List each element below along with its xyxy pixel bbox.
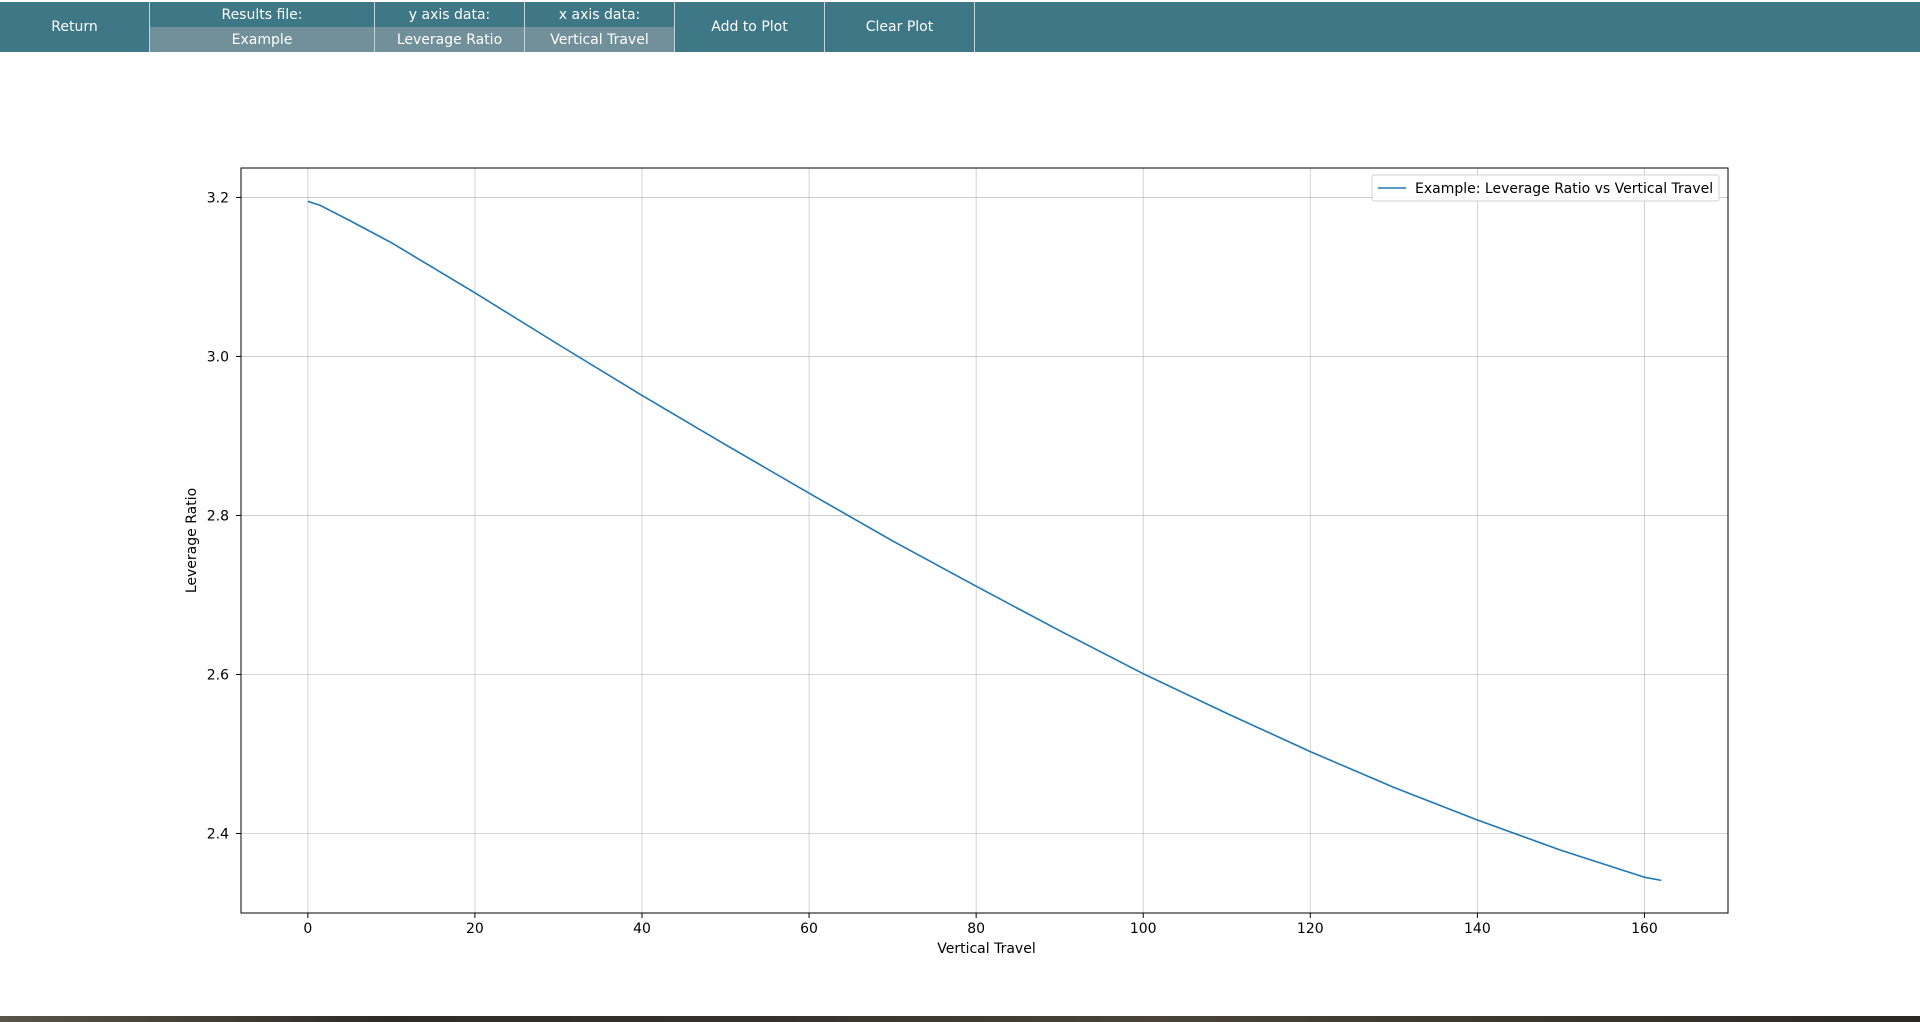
x-tick-label: 20 [466,921,484,937]
add-to-plot-button[interactable]: Add to Plot [675,2,825,52]
x-axis-title: Vertical Travel [937,941,1035,957]
toolbar: Return Results file: Example y axis data… [0,2,1920,52]
x-axis-selector: x axis data: Vertical Travel [525,2,675,52]
results-file-dropdown[interactable]: Example [150,27,374,52]
x-axis-dropdown[interactable]: Vertical Travel [525,27,674,52]
x-tick-label: 80 [967,921,985,937]
results-file-selector: Results file: Example [150,2,375,52]
y-axis-label: y axis data: [408,6,491,23]
y-tick-label: 3.0 [207,349,229,365]
plot-frame [240,167,1729,914]
x-tick-label: 60 [800,921,818,937]
x-tick-label: 120 [1297,921,1324,937]
y-tick-label: 2.8 [207,508,229,524]
y-tick-label: 2.6 [207,667,229,683]
bottom-strip [0,1016,1920,1022]
legend-box [1371,174,1720,202]
x-tick-label: 40 [633,921,651,937]
results-file-label: Results file: [221,6,303,23]
y-tick-label: 2.4 [207,826,229,842]
y-tick-label: 3.2 [207,190,229,206]
x-tick-label: 0 [303,921,312,937]
clear-plot-button[interactable]: Clear Plot [825,2,975,52]
x-axis-label: x axis data: [558,6,641,23]
x-tick-label: 140 [1464,921,1491,937]
return-button[interactable]: Return [0,2,150,52]
series-line-0 [307,200,1662,882]
x-tick-label: 100 [1130,921,1157,937]
x-tick-label: 160 [1631,921,1658,937]
legend-label: Example: Leverage Ratio vs Vertical Trav… [1415,181,1713,197]
y-axis-dropdown[interactable]: Leverage Ratio [375,27,524,52]
y-axis-title: Leverage Ratio [184,488,200,593]
y-axis-selector: y axis data: Leverage Ratio [375,2,525,52]
